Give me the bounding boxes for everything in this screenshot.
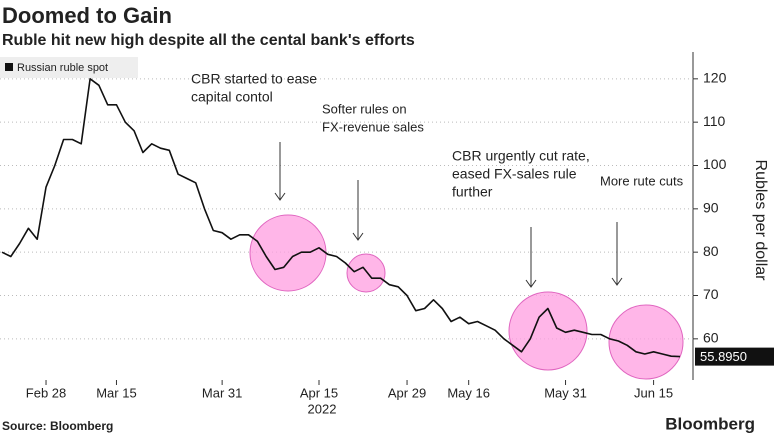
highlight-circle: [608, 304, 684, 380]
x-axis-year: 2022: [308, 401, 337, 416]
legend-swatch: [5, 63, 13, 71]
y-tick-label: 120: [703, 70, 727, 86]
annotation: capital contol: [191, 89, 273, 105]
x-tick-label: Mar 31: [202, 385, 242, 400]
highlight-circle: [508, 291, 588, 371]
annotation: further: [452, 184, 493, 200]
highlight-circle: [249, 214, 327, 292]
annotation: CBR started to ease: [191, 71, 317, 87]
x-tick-label: Apr 15: [300, 385, 338, 400]
line-series: [1, 78, 681, 358]
arrow: [611, 222, 623, 286]
arrow: [525, 227, 537, 288]
y-tick-label: 60: [703, 330, 719, 346]
y-tick-label: 80: [703, 243, 719, 259]
chart-title: Doomed to Gain: [2, 3, 172, 28]
highlight-circle: [346, 253, 386, 293]
x-tick-label: May 16: [447, 385, 490, 400]
y-tick-label: 110: [703, 113, 726, 129]
y-axis-title: Rubles per dollar: [752, 160, 769, 282]
legend-box: [0, 57, 138, 78]
annotation: CBR urgently cut rate,: [452, 148, 590, 164]
annotation: More rute cuts: [600, 173, 684, 188]
x-tick-label: Apr 29: [388, 385, 426, 400]
annotation: eased FX-sales rule: [452, 166, 577, 182]
arrows: [274, 142, 623, 288]
annotation: Softer rules on: [322, 101, 407, 116]
y-tick-label: 70: [703, 286, 719, 302]
legend-label: Russian ruble spot: [17, 62, 108, 74]
x-tick-label: May 31: [544, 385, 587, 400]
last-value-label: 55.8950: [700, 349, 747, 364]
arrow: [274, 142, 286, 201]
last-value-box: [695, 347, 774, 366]
annotation: FX-revenue sales: [322, 119, 424, 134]
highlights: [249, 214, 684, 380]
x-tick-label: Mar 15: [96, 385, 136, 400]
chart-subtitle: Ruble hit new high despite all the centa…: [2, 32, 415, 49]
brand: Bloomberg: [665, 414, 755, 433]
source: Source: Bloomberg: [2, 419, 113, 433]
arrow: [352, 180, 364, 241]
x-tick-label: Feb 28: [26, 385, 66, 400]
x-tick-label: Jun 15: [634, 385, 673, 400]
y-tick-label: 100: [703, 156, 727, 172]
y-tick-label: 90: [703, 200, 719, 216]
